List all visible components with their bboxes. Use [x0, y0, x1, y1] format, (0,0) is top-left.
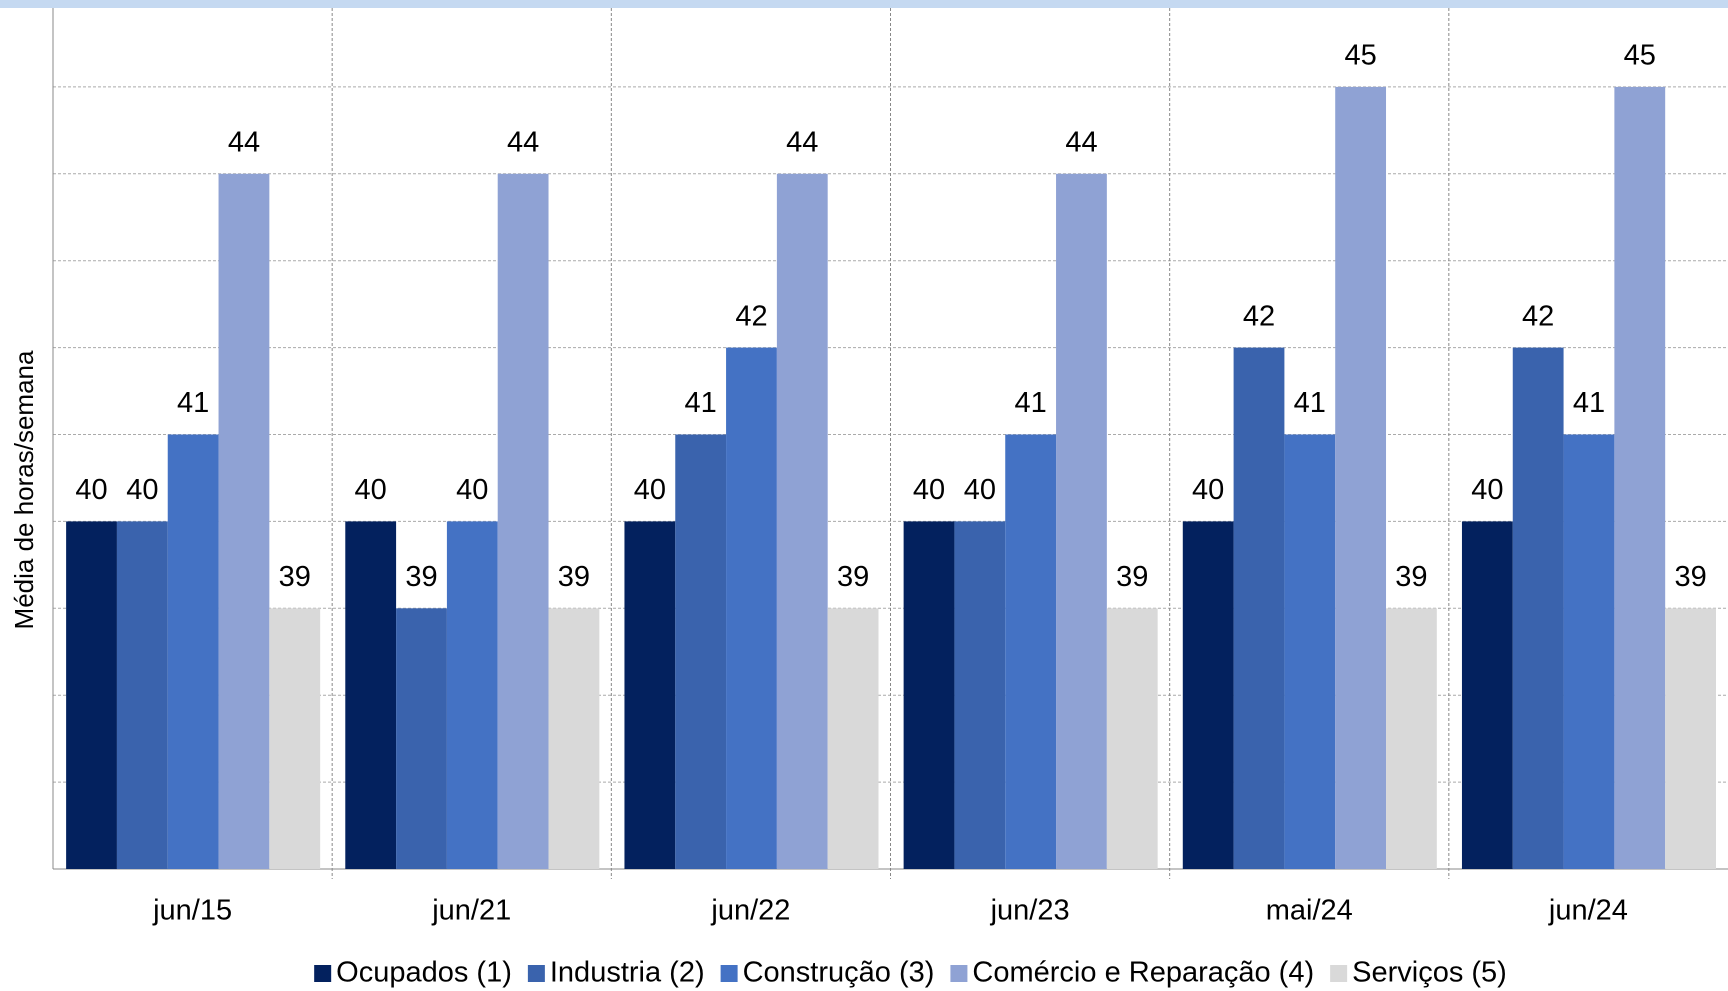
bar: [167, 434, 219, 869]
bar: [1284, 434, 1336, 869]
data-label: 42: [1243, 300, 1275, 332]
data-label: 40: [355, 474, 387, 506]
x-tick-label: jun/21: [431, 895, 511, 927]
bar: [1233, 347, 1285, 870]
bar: [1182, 521, 1234, 869]
bar: [1005, 434, 1057, 869]
data-label: 40: [1192, 474, 1224, 506]
bar: [446, 521, 498, 869]
data-label: 39: [405, 561, 437, 593]
data-label: 41: [177, 387, 209, 419]
data-label: 41: [1573, 387, 1605, 419]
data-label: 44: [1065, 126, 1097, 158]
data-label: 41: [685, 387, 717, 419]
bar: [1335, 86, 1387, 869]
legend-label: Construção (3): [743, 957, 935, 989]
x-tick-label: jun/15: [152, 895, 232, 927]
legend-swatch: [950, 965, 968, 982]
data-label: 40: [964, 474, 996, 506]
data-label: 40: [126, 474, 158, 506]
data-label: 44: [507, 126, 539, 158]
legend-label: Serviços (5): [1352, 957, 1507, 989]
legend-label: Ocupados (1): [336, 957, 512, 989]
data-label: 39: [1674, 561, 1706, 593]
data-label: 40: [634, 474, 666, 506]
bar: [396, 608, 447, 869]
bar: [827, 608, 879, 869]
bar: [954, 521, 1006, 869]
data-label: 42: [735, 300, 767, 332]
bar: [675, 434, 727, 869]
bar: [1106, 608, 1158, 869]
top-band: [0, 0, 1728, 8]
bar: [66, 521, 117, 869]
data-label: 44: [228, 126, 260, 158]
data-label: 39: [837, 561, 869, 593]
data-label: 42: [1522, 300, 1554, 332]
bar: [116, 521, 168, 869]
bar: [345, 521, 397, 869]
y-axis-title: Média de horas/semana: [9, 350, 39, 629]
data-label: 40: [913, 474, 945, 506]
bar: [1056, 173, 1107, 870]
data-label: 44: [786, 126, 818, 158]
bar: [218, 173, 270, 870]
x-tick-label: jun/22: [710, 895, 790, 927]
data-label: 45: [1624, 40, 1656, 72]
legend-swatch: [527, 965, 545, 982]
data-label: 40: [75, 474, 107, 506]
data-label: 39: [558, 561, 590, 593]
bar: [1614, 86, 1666, 869]
data-label: 39: [1116, 561, 1148, 593]
legend-label: Comércio e Reparação (4): [972, 957, 1314, 989]
bar: [776, 173, 828, 870]
bar: [1665, 608, 1716, 869]
bar: [624, 521, 676, 869]
bar: [497, 173, 549, 870]
legend-swatch: [314, 965, 332, 982]
data-label: 41: [1015, 387, 1047, 419]
bar: [1512, 347, 1564, 870]
data-label: 40: [456, 474, 488, 506]
legend-label: Industria (2): [550, 957, 705, 989]
data-label: 45: [1344, 40, 1376, 72]
data-label: 41: [1294, 387, 1326, 419]
legend-swatch: [1330, 965, 1348, 982]
bar: [1386, 608, 1437, 869]
data-label: 39: [279, 561, 311, 593]
data-label: 39: [1395, 561, 1427, 593]
bar: [726, 347, 777, 870]
bar: [1563, 434, 1615, 869]
bar: [1461, 521, 1513, 869]
x-tick-label: jun/23: [990, 895, 1070, 927]
bar: [903, 521, 955, 869]
legend-swatch: [720, 965, 738, 982]
x-tick-label: mai/24: [1266, 895, 1353, 927]
data-label: 40: [1471, 474, 1503, 506]
x-tick-label: jun/24: [1548, 895, 1628, 927]
bar: [548, 608, 600, 869]
bar: [269, 608, 321, 869]
